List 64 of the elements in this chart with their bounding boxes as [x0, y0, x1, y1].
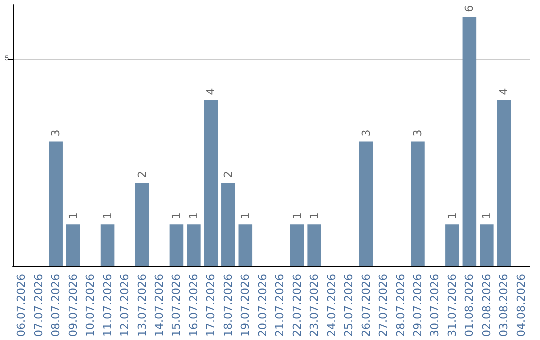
x-tick-label: 30.07.2026 [428, 274, 442, 338]
bar [187, 224, 201, 266]
x-tick-label: 02.08.2026 [480, 274, 494, 338]
bar [308, 224, 322, 266]
bar [135, 183, 150, 266]
data-label: 2 [136, 171, 149, 178]
bar [100, 224, 115, 266]
bar [497, 100, 512, 266]
x-tick-label: 12.07.2026 [118, 274, 132, 338]
x-tick-label: 03.08.2026 [498, 274, 511, 338]
bar [238, 224, 253, 266]
bar [462, 17, 477, 266]
x-tick-label: 18.07.2026 [222, 274, 235, 338]
data-label: 2 [222, 171, 235, 178]
data-label: 1 [308, 212, 322, 220]
data-label: 4 [498, 88, 511, 96]
bar [204, 100, 218, 266]
bar [170, 224, 184, 266]
bar [480, 224, 494, 266]
bar [359, 142, 374, 266]
x-tick-label: 07.07.2026 [32, 274, 46, 338]
x-tick-label: 14.07.2026 [152, 274, 166, 338]
x-tick-label: 13.07.2026 [136, 274, 149, 338]
x-tick-label: 09.07.2026 [66, 274, 80, 338]
bar [446, 224, 460, 266]
x-tick-label: 24.07.2026 [325, 274, 338, 338]
data-label: 3 [411, 130, 424, 137]
data-label: 6 [463, 5, 476, 12]
data-label: 1 [170, 212, 184, 220]
x-tick-label: 16.07.2026 [187, 274, 200, 338]
data-label: 1 [480, 212, 494, 220]
data-label: 1 [187, 212, 200, 220]
data-label: 1 [66, 212, 80, 220]
x-tick-label: 06.07.2026 [15, 274, 28, 338]
data-label: 1 [101, 212, 114, 220]
x-tick-label: 17.07.2026 [204, 274, 218, 338]
x-tick-label: 11.07.2026 [101, 274, 114, 338]
bar [290, 224, 304, 266]
x-tick-label: 08.07.2026 [50, 274, 63, 338]
bar [222, 183, 236, 266]
x-tick-label: 20.07.2026 [256, 274, 270, 338]
x-tick-label: 25.07.2026 [342, 274, 356, 338]
x-tick-label: 22.07.2026 [290, 274, 304, 338]
x-tick-label: 29.07.2026 [411, 274, 424, 338]
x-tick-label: 04.08.2026 [514, 274, 528, 338]
bar [49, 142, 63, 266]
x-tick-label: 19.07.2026 [239, 274, 252, 338]
data-label: 1 [290, 212, 304, 220]
x-tick-label: 15.07.2026 [170, 274, 184, 338]
x-tick-label: 21.07.2026 [274, 274, 287, 338]
data-label: 3 [50, 130, 63, 137]
data-label: 1 [446, 212, 459, 220]
x-tick-label: 31.07.2026 [446, 274, 459, 338]
x-tick-label: 01.08.2026 [463, 274, 476, 338]
data-label: 4 [204, 88, 218, 96]
x-tick-label: 23.07.2026 [308, 274, 322, 338]
x-tick-label: 28.07.2026 [394, 274, 408, 338]
x-tick-label: 27.07.2026 [377, 274, 390, 338]
data-label: 1 [239, 212, 252, 220]
x-tick-label: 10.07.2026 [84, 274, 98, 338]
data-label: 3 [360, 130, 373, 137]
bar [66, 224, 80, 266]
bar [411, 142, 425, 266]
x-tick-label: 26.07.2026 [360, 274, 373, 338]
